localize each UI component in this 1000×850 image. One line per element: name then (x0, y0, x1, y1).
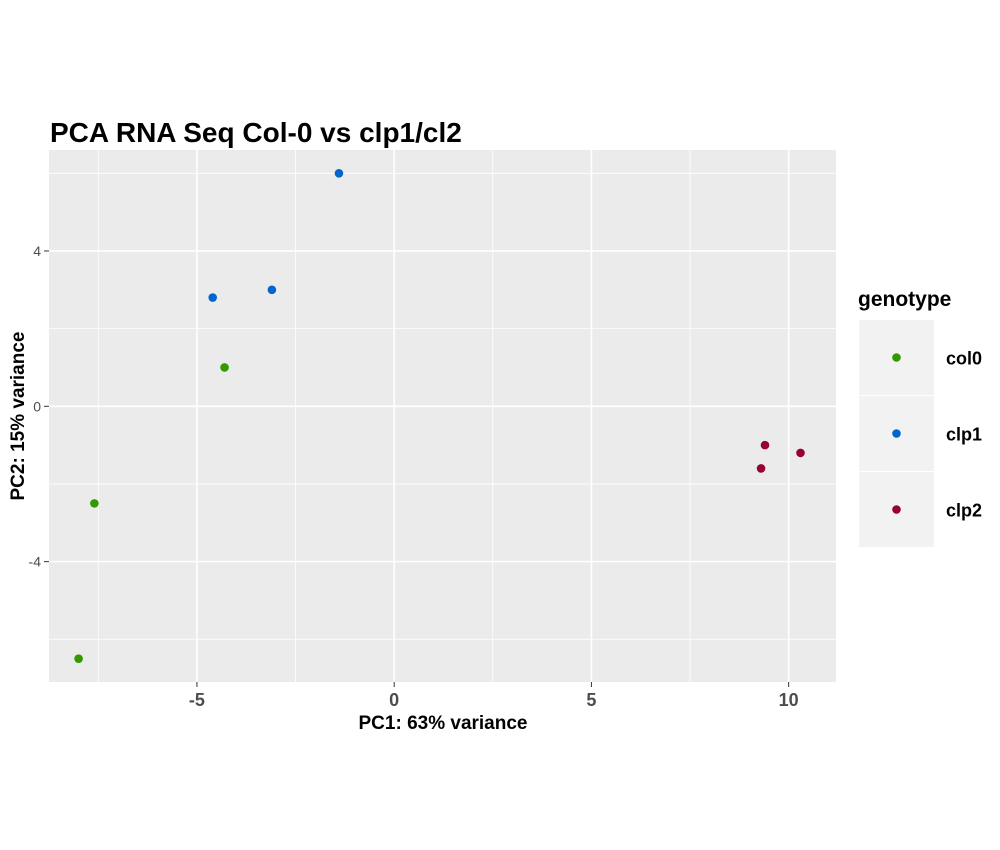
y-axis-title: PC2: 15% variance (8, 332, 29, 501)
minor-gridlines (49, 150, 836, 682)
x-axis-title: PC1: 63% variance (359, 713, 528, 734)
x-tick-label: -5 (189, 690, 205, 710)
data-point-clp1 (334, 168, 344, 178)
legend-label-clp2: clp2 (946, 501, 982, 521)
data-point-clp1 (267, 285, 277, 295)
data-point-col0 (90, 499, 99, 508)
legend-marker-clp1 (892, 429, 901, 438)
major-gridlines (49, 150, 836, 682)
y-tick-label: 0 (33, 398, 41, 414)
data-point-col0 (220, 363, 229, 372)
data-point-clp2 (760, 440, 770, 450)
data-point-clp1 (208, 293, 218, 302)
x-tick-label: 5 (586, 690, 596, 710)
y-tick-label: 4 (33, 243, 41, 259)
legend: col0 clp1 clp2 (859, 320, 982, 547)
legend-marker-col0 (892, 353, 901, 362)
x-tick-label: 10 (779, 690, 799, 710)
data-points (74, 168, 805, 664)
legend-label-clp1: clp1 (946, 425, 982, 445)
axis-ticks: -5 0 5 10 -4 0 4 (29, 243, 799, 710)
data-point-clp2 (756, 464, 766, 473)
data-point-clp2 (796, 448, 805, 458)
data-point-col0 (74, 654, 83, 664)
legend-title: genotype (858, 288, 951, 311)
legend-label-col0: col0 (946, 349, 982, 369)
legend-marker-clp2 (892, 505, 901, 514)
y-tick-label: -4 (29, 554, 42, 570)
x-tick-label: 0 (389, 690, 399, 710)
plot-panel (49, 150, 836, 682)
chart-title: PCA RNA Seq Col-0 vs clp1/cl2 (50, 117, 462, 148)
